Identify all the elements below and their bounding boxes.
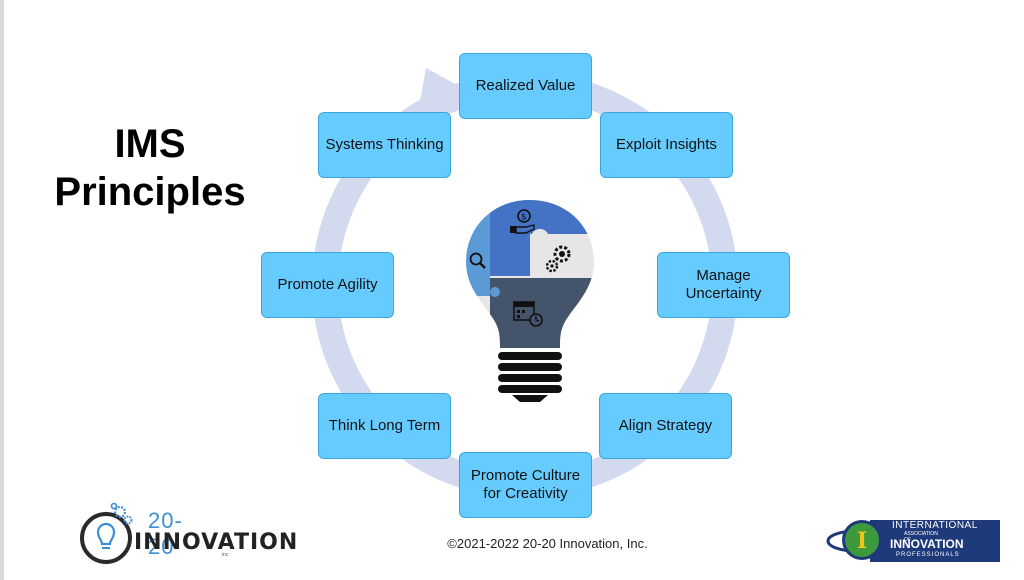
calendar-clock-icon xyxy=(513,301,543,327)
principle-label: Promote Culture for Creativity xyxy=(470,467,581,502)
logo-left-line-1: 20-20 xyxy=(148,508,183,559)
principle-label: Manage Uncertainty xyxy=(685,267,762,302)
logo-left-line-3: inc xyxy=(222,552,229,558)
svg-text:$: $ xyxy=(521,213,527,223)
principle-label: Systems Thinking xyxy=(325,136,444,153)
emblem-icon: I xyxy=(826,520,886,560)
puzzle-knob-small xyxy=(490,287,500,297)
magnifier-icon xyxy=(469,252,486,269)
principle-exploit-insights: Exploit Insights xyxy=(600,112,733,178)
principle-systems-thinking: Systems Thinking xyxy=(318,112,451,178)
bulb-base xyxy=(498,352,562,402)
logo-right-band xyxy=(870,520,1000,562)
title-line-2: Principles xyxy=(54,170,246,214)
principle-realized-value: Realized Value xyxy=(459,53,592,119)
principle-label: Align Strategy xyxy=(618,417,713,434)
principle-label: Exploit Insights xyxy=(616,136,717,153)
logo-right-line-4: PROFESSIONALS xyxy=(896,552,960,558)
title-line-1: IMS xyxy=(114,122,186,166)
bulb-left-piece xyxy=(466,200,490,296)
principle-label: Realized Value xyxy=(475,77,576,94)
principle-label: Promote Agility xyxy=(277,276,378,293)
lightbulb-gear-logo-icon xyxy=(80,502,133,564)
gears-icon xyxy=(545,245,571,273)
principle-promote-culture: Promote Culture for Creativity xyxy=(459,452,592,518)
emblem-letter: I xyxy=(857,528,867,554)
lightbulb-puzzle: $ xyxy=(466,200,594,402)
bulb-bottom-piece xyxy=(490,278,594,348)
principle-think-long-term: Think Long Term xyxy=(318,393,451,459)
principle-align-strategy: Align Strategy xyxy=(599,393,732,459)
copyright-text: ©2021-2022 20-20 Innovation, Inc. xyxy=(447,536,648,551)
money-hand-icon: $ xyxy=(510,209,535,234)
principle-manage-uncertainty: Manage Uncertainty xyxy=(657,252,790,318)
logo-right-line-2: ASSOCIATION OF xyxy=(904,531,938,543)
slide-title: IMS Principles xyxy=(40,120,260,216)
bulb-center-piece xyxy=(490,200,530,276)
slide-left-border xyxy=(0,0,4,580)
puzzle-knob xyxy=(531,229,549,247)
logo-right-line-1: INTERNATIONAL xyxy=(892,520,978,531)
principle-promote-agility: Promote Agility xyxy=(261,252,394,318)
principle-label: Think Long Term xyxy=(328,417,441,434)
logo-20-20-innovation: 20-20 INNOVATION inc xyxy=(76,500,297,575)
logo-left-line-2: INNOVATION xyxy=(134,530,299,555)
ring-arrowhead xyxy=(418,68,470,112)
logo-right-line-3: INNOVATION xyxy=(890,537,964,551)
